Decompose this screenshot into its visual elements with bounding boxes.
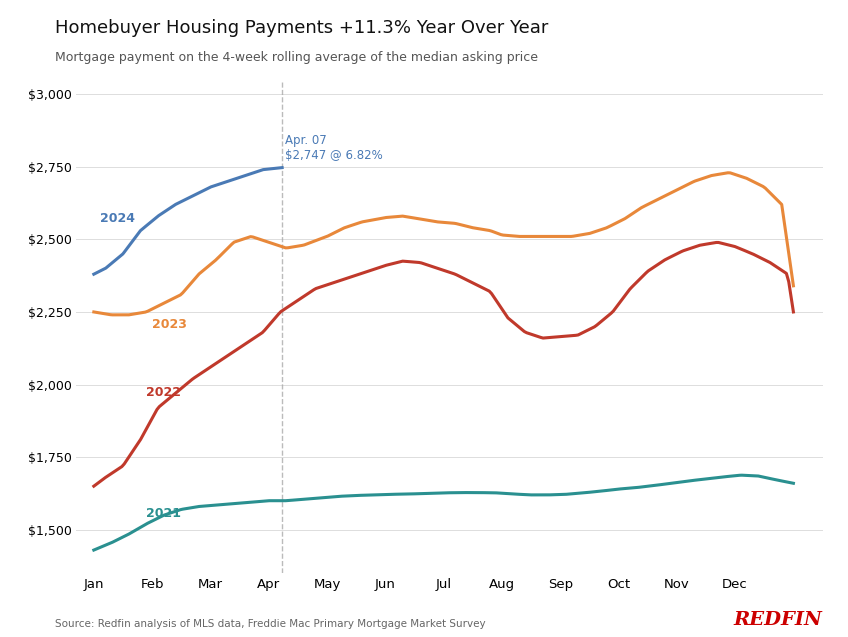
Text: Mortgage payment on the 4-week rolling average of the median asking price: Mortgage payment on the 4-week rolling a… bbox=[55, 51, 538, 64]
Text: 2023: 2023 bbox=[152, 318, 187, 331]
Text: 2022: 2022 bbox=[146, 386, 181, 399]
Text: Homebuyer Housing Payments +11.3% Year Over Year: Homebuyer Housing Payments +11.3% Year O… bbox=[55, 19, 549, 37]
Text: 2021: 2021 bbox=[146, 506, 181, 520]
Text: 2024: 2024 bbox=[100, 212, 135, 225]
Text: Source: Redfin analysis of MLS data, Freddie Mac Primary Mortgage Market Survey: Source: Redfin analysis of MLS data, Fre… bbox=[55, 619, 486, 629]
Text: Apr. 07
$2,747 @ 6.82%: Apr. 07 $2,747 @ 6.82% bbox=[285, 134, 382, 162]
Text: REDFIN: REDFIN bbox=[734, 612, 823, 629]
